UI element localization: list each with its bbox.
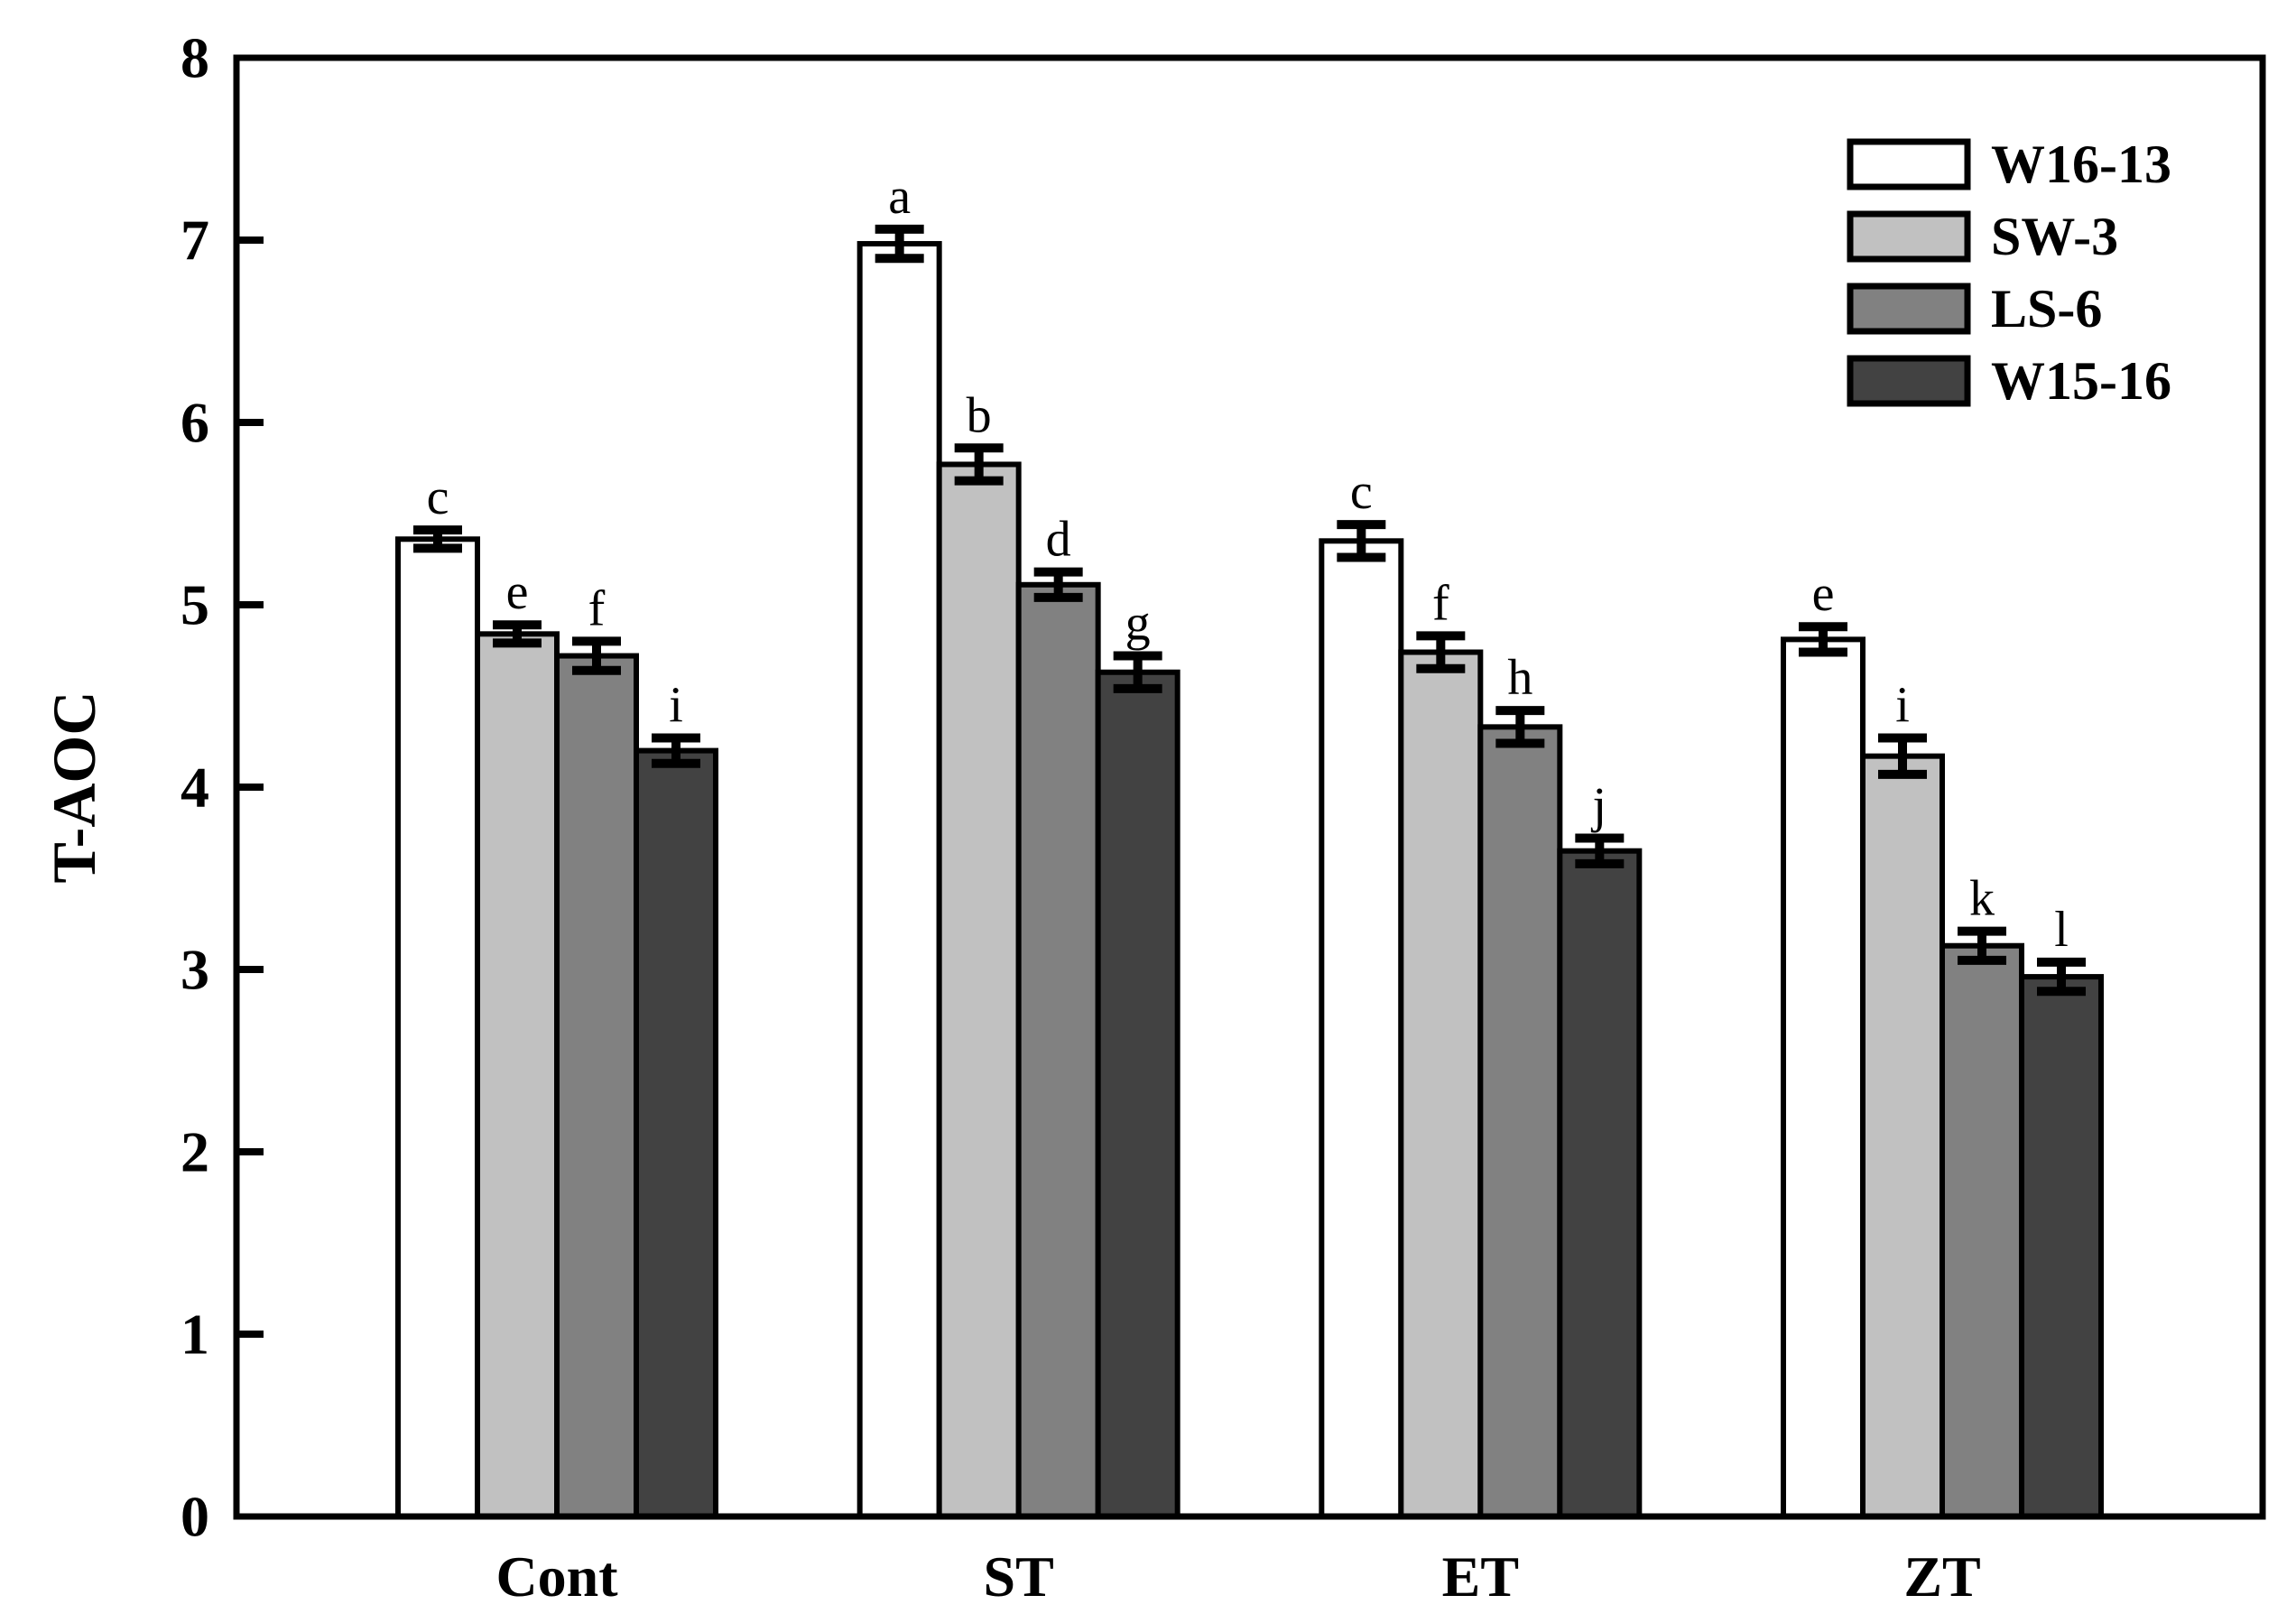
y-tick-label-5: 5 <box>181 573 209 637</box>
y-tick-label-3: 3 <box>181 938 209 1002</box>
y-tick-label-4: 4 <box>181 756 209 820</box>
y-tick-label-1: 1 <box>181 1303 209 1367</box>
significance-letter: c <box>1350 464 1373 520</box>
significance-letter: a <box>888 169 911 225</box>
bar-SW-3-ET <box>1398 649 1484 1519</box>
bar-W15-16-ET <box>1557 848 1643 1519</box>
x-tick-label-ET: ET <box>1442 1544 1519 1609</box>
x-tick-label-ST: ST <box>984 1544 1054 1609</box>
y-axis-title: T-AOC <box>40 691 108 884</box>
bar-W15-16-ZT <box>2019 974 2104 1519</box>
x-tick-label-Cont: Cont <box>495 1544 618 1609</box>
significance-letter: d <box>1046 512 1071 568</box>
y-tick-label-8: 8 <box>181 26 209 90</box>
significance-letter: i <box>669 677 683 733</box>
significance-letter: e <box>506 564 529 620</box>
legend-label-W15-16: W15-16 <box>1991 351 2171 411</box>
bar-SW-3-ZT <box>1860 753 1945 1519</box>
y-tick-label-0: 0 <box>181 1485 209 1549</box>
legend-swatch-SW-3 <box>1847 210 1971 263</box>
bar-W15-16-ST <box>1095 669 1180 1519</box>
y-tick-label-2: 2 <box>181 1120 209 1184</box>
bar-LS-6-ST <box>1015 581 1101 1519</box>
significance-letter: h <box>1507 650 1532 706</box>
legend-swatch-LS-6 <box>1847 283 1971 335</box>
significance-letter: f <box>1432 575 1449 631</box>
significance-letter: f <box>588 580 606 636</box>
significance-letter: g <box>1125 596 1151 652</box>
bar-LS-6-ET <box>1477 724 1563 1519</box>
significance-letter: c <box>427 469 449 525</box>
legend-swatch-W15-16 <box>1847 355 1971 407</box>
significance-letter: b <box>967 387 992 443</box>
y-tick-label-6: 6 <box>181 391 209 455</box>
legend-label-W16-13: W16-13 <box>1991 134 2171 194</box>
significance-letter: l <box>2054 902 2069 958</box>
y-tick-label-7: 7 <box>181 209 209 273</box>
significance-letter: k <box>1969 871 1995 927</box>
significance-letter: e <box>1812 566 1835 622</box>
significance-letter: i <box>1895 677 1910 733</box>
legend-label-LS-6: LS-6 <box>1991 279 2102 339</box>
legend-swatch-W16-13 <box>1847 138 1971 190</box>
bar-W16-13-ST <box>856 241 942 1519</box>
bar-SW-3-Cont <box>475 631 560 1519</box>
bar-LS-6-ZT <box>1940 942 2024 1519</box>
bar-W16-13-ET <box>1319 538 1404 1519</box>
bar-W16-13-ZT <box>1781 636 1866 1519</box>
significance-letter: j <box>1591 778 1607 834</box>
x-tick-label-ZT: ZT <box>1903 1544 1980 1609</box>
plot-border <box>233 54 2266 1520</box>
bar-W15-16-Cont <box>634 747 718 1519</box>
legend-label-SW-3: SW-3 <box>1991 207 2118 266</box>
bar-SW-3-ST <box>936 461 1022 1520</box>
bar-W16-13-Cont <box>395 536 480 1519</box>
bar-LS-6-Cont <box>554 653 639 1519</box>
